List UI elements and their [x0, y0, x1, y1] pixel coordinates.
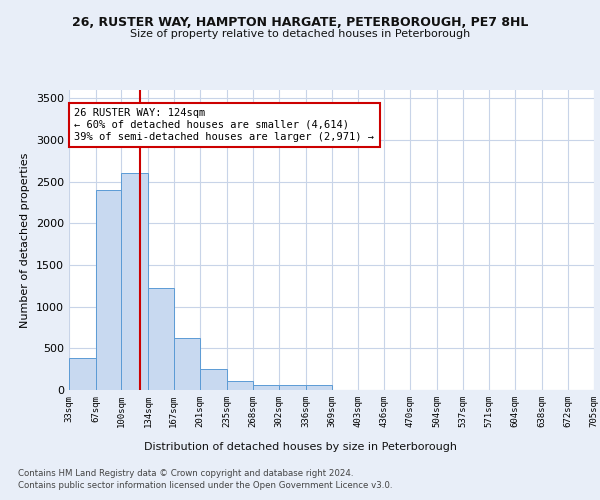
Text: Contains public sector information licensed under the Open Government Licence v3: Contains public sector information licen…: [18, 481, 392, 490]
Bar: [279, 385, 306, 390]
Y-axis label: Number of detached properties: Number of detached properties: [20, 152, 31, 328]
Bar: [306, 386, 331, 390]
Text: Contains HM Land Registry data © Crown copyright and database right 2024.: Contains HM Land Registry data © Crown c…: [18, 469, 353, 478]
Text: 26 RUSTER WAY: 124sqm
← 60% of detached houses are smaller (4,614)
39% of semi-d: 26 RUSTER WAY: 124sqm ← 60% of detached …: [74, 108, 374, 142]
Text: 26, RUSTER WAY, HAMPTON HARGATE, PETERBOROUGH, PE7 8HL: 26, RUSTER WAY, HAMPTON HARGATE, PETERBO…: [72, 16, 528, 29]
Bar: [95, 190, 121, 390]
Text: Size of property relative to detached houses in Peterborough: Size of property relative to detached ho…: [130, 29, 470, 39]
Bar: [148, 288, 173, 390]
Text: Distribution of detached houses by size in Peterborough: Distribution of detached houses by size …: [143, 442, 457, 452]
Bar: [173, 338, 200, 390]
Bar: [227, 381, 253, 390]
Bar: [69, 358, 95, 390]
Bar: [200, 369, 227, 390]
Bar: [121, 172, 148, 390]
Bar: [253, 384, 279, 390]
